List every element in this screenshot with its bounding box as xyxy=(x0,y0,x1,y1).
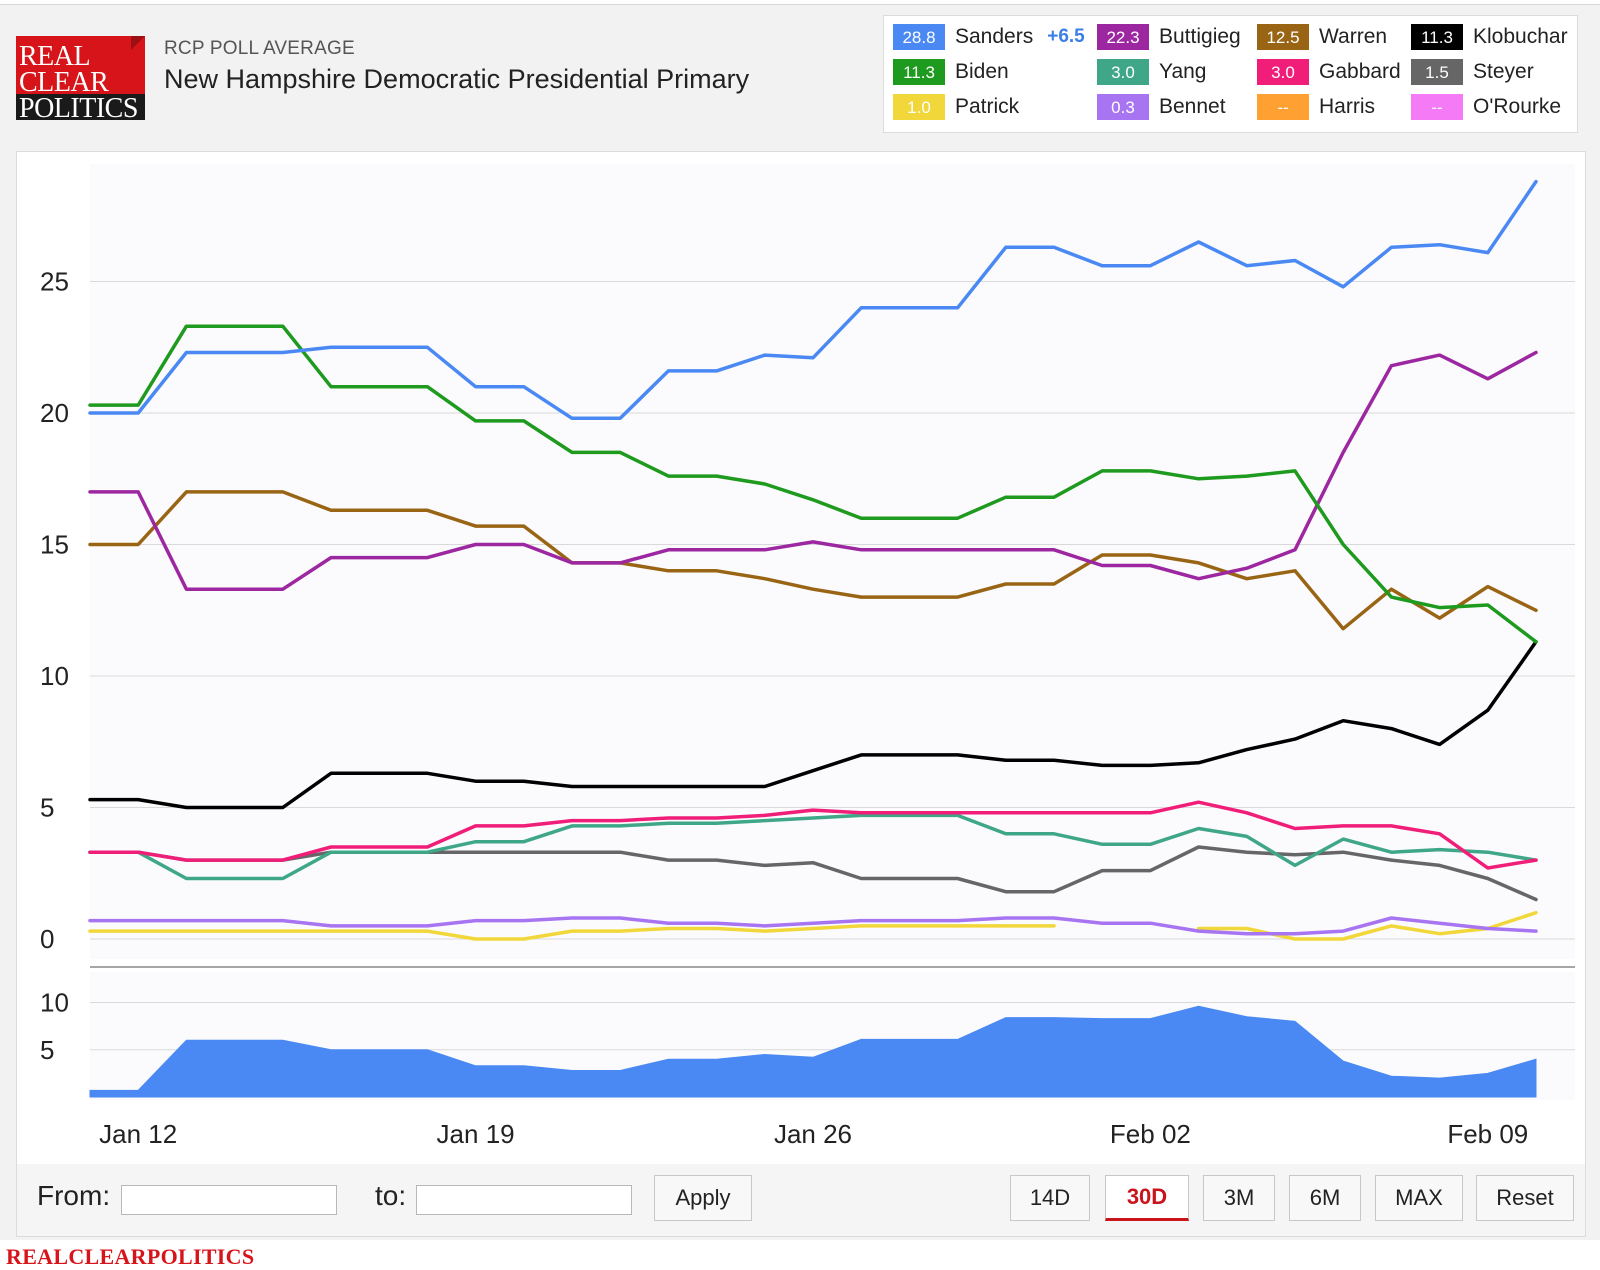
rcp-logo[interactable]: REAL CLEAR POLITICS xyxy=(16,36,145,120)
range-14d-button[interactable]: 14D xyxy=(1010,1175,1090,1221)
y-tick-label: 5 xyxy=(40,793,54,823)
footer-brand: REALCLEARPOLITICS xyxy=(6,1244,255,1269)
logo-red-block xyxy=(16,36,145,94)
y-tick-label: 20 xyxy=(40,398,69,428)
legend-swatch: 1.5 xyxy=(1411,59,1463,85)
legend-swatch: 11.3 xyxy=(893,59,945,85)
legend-item-sanders[interactable]: 28.8 Sanders +6.5 xyxy=(893,23,1085,51)
logo-fold xyxy=(131,36,145,50)
legend-label: Klobuchar xyxy=(1473,25,1568,48)
date-controls: From: to: Apply 14D 30D 3M 6M MAX Reset xyxy=(16,1164,1586,1237)
legend-item-bennet[interactable]: 0.3 Bennet xyxy=(1097,93,1226,121)
legend-label: Steyer xyxy=(1473,60,1534,83)
legend-item-buttigieg[interactable]: 22.3 Buttigieg xyxy=(1097,23,1241,51)
range-max-button[interactable]: MAX xyxy=(1375,1175,1463,1221)
series-line-warren xyxy=(88,490,1538,631)
x-tick-label: Feb 02 xyxy=(1110,1119,1191,1149)
series-line-gabbard xyxy=(88,800,1538,870)
legend-swatch: -- xyxy=(1257,94,1309,120)
logo-line-2: CLEAR xyxy=(19,67,109,98)
range-3m-button[interactable]: 3M xyxy=(1203,1175,1275,1221)
logo-line-1: REAL xyxy=(19,41,91,72)
legend: 28.8 Sanders +6.5 22.3 Buttigieg 12.5 Wa… xyxy=(883,15,1578,133)
y-tick-label: 15 xyxy=(40,530,69,560)
series-line-buttigieg xyxy=(88,350,1538,591)
legend-label: Bennet xyxy=(1159,95,1226,118)
to-label: to: xyxy=(375,1180,407,1211)
y-tick-label: 25 xyxy=(40,267,69,297)
series-line-bennet xyxy=(88,916,1538,936)
x-tick-label: Jan 12 xyxy=(99,1119,177,1149)
legend-swatch: 22.3 xyxy=(1097,24,1149,50)
legend-item-warren[interactable]: 12.5 Warren xyxy=(1257,23,1387,51)
legend-swatch: 12.5 xyxy=(1257,24,1309,50)
logo-text: REAL CLEAR POLITICS xyxy=(19,41,145,121)
legend-label: Biden xyxy=(955,60,1009,83)
series-line-biden xyxy=(88,324,1538,644)
series-line-sanders xyxy=(88,179,1538,421)
y-tick-label: 10 xyxy=(40,661,69,691)
legend-item-patrick[interactable]: 1.0 Patrick xyxy=(893,93,1019,121)
legend-item-gabbard[interactable]: 3.0 Gabbard xyxy=(1257,58,1401,86)
legend-label: Patrick xyxy=(955,95,1020,118)
legend-label: Buttigieg xyxy=(1159,25,1241,48)
legend-swatch: 0.3 xyxy=(1097,94,1149,120)
legend-item-yang[interactable]: 3.0 Yang xyxy=(1097,58,1207,86)
legend-label: Warren xyxy=(1319,25,1388,48)
legend-label: Yang xyxy=(1159,60,1207,83)
legend-swatch: 1.0 xyxy=(893,94,945,120)
x-tick-label: Feb 09 xyxy=(1447,1119,1528,1149)
series-line-yang xyxy=(88,813,1538,881)
series-line-klobuchar xyxy=(88,640,1538,810)
legend-item-steyer[interactable]: 1.5 Steyer xyxy=(1411,58,1534,86)
legend-item-orourke[interactable]: -- O'Rourke xyxy=(1411,93,1561,121)
sub-y-tick-label: 5 xyxy=(40,1035,54,1065)
legend-item-harris[interactable]: -- Harris xyxy=(1257,93,1375,121)
x-tick-label: Jan 19 xyxy=(437,1119,515,1149)
legend-swatch: 28.8 xyxy=(893,24,945,50)
y-tick-label: 0 xyxy=(40,924,54,954)
legend-item-biden[interactable]: 11.3 Biden xyxy=(893,58,1009,86)
legend-label: Gabbard xyxy=(1319,60,1401,83)
legend-label: Sanders xyxy=(955,25,1034,48)
sub-y-tick-label: 10 xyxy=(40,988,69,1018)
legend-label: O'Rourke xyxy=(1473,95,1562,118)
from-date-input[interactable] xyxy=(121,1185,337,1215)
range-6m-button[interactable]: 6M xyxy=(1289,1175,1361,1221)
legend-label: Harris xyxy=(1319,95,1375,118)
legend-swatch: 3.0 xyxy=(1257,59,1309,85)
range-30d-button[interactable]: 30D xyxy=(1105,1175,1189,1221)
apply-button[interactable]: Apply xyxy=(654,1175,752,1221)
reset-button[interactable]: Reset xyxy=(1476,1175,1574,1221)
chart-title: New Hampshire Democratic Presidential Pr… xyxy=(164,64,750,94)
legend-swatch: 3.0 xyxy=(1097,59,1149,85)
x-tick-label: Jan 26 xyxy=(774,1119,852,1149)
logo-line-3: POLITICS xyxy=(19,93,138,121)
legend-swatch: -- xyxy=(1411,94,1463,120)
series-line-patrick xyxy=(88,924,1056,941)
from-label: From: xyxy=(37,1180,111,1211)
legend-item-klobuchar[interactable]: 11.3 Klobuchar xyxy=(1411,23,1568,51)
spread-area xyxy=(89,1005,1537,1098)
legend-change: +6.5 xyxy=(1047,26,1085,47)
to-date-input[interactable] xyxy=(416,1185,632,1215)
chart-subtitle: RCP POLL AVERAGE xyxy=(164,38,355,59)
legend-swatch: 11.3 xyxy=(1411,24,1463,50)
